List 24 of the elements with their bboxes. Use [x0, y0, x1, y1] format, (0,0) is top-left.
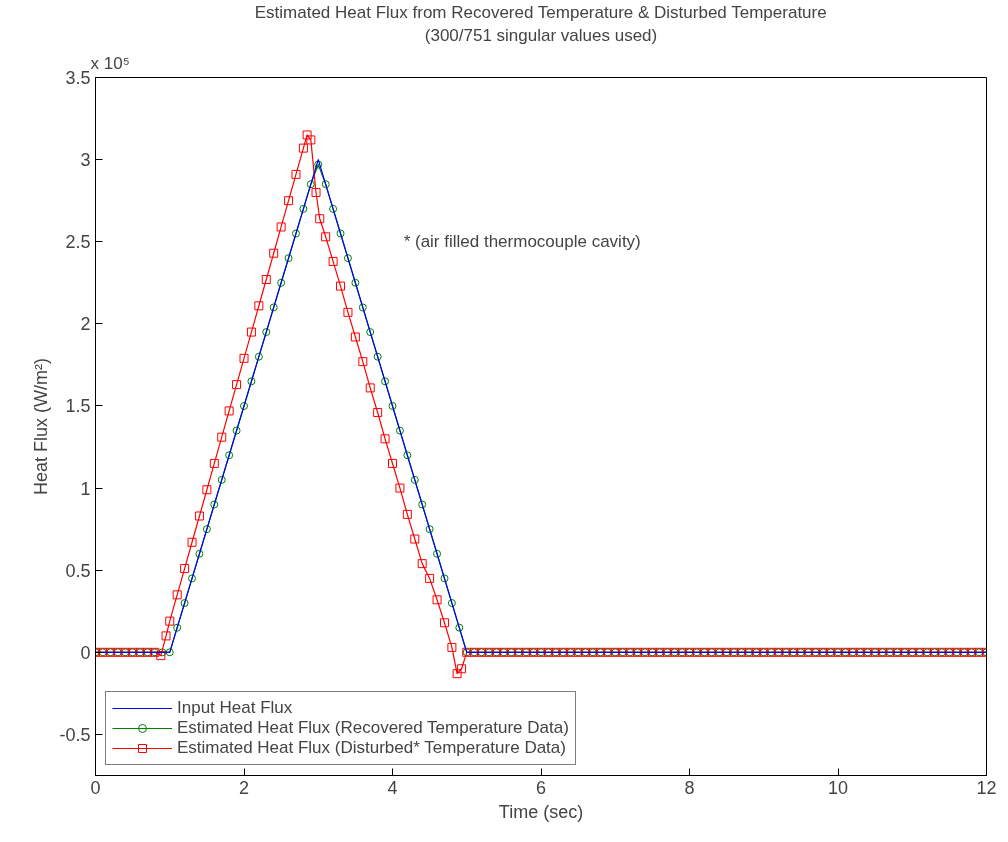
legend-label: Input Heat Flux [177, 698, 293, 718]
legend-label: Estimated Heat Flux (Disturbed* Temperature Data) [177, 738, 566, 758]
legend-label: Estimated Heat Flux (Recovered Temperature Data) [177, 718, 569, 738]
x-axis-title: Time (sec) [498, 801, 584, 822]
text: x 10⁵ [90, 53, 130, 73]
x-tick-label: 2 [238, 777, 250, 798]
annotation: * (air filled thermocouple cavity) [403, 232, 641, 252]
y-tick-label: 3.5 [65, 68, 91, 88]
y-tick-label: 0 [80, 642, 91, 663]
x-tick-label: 12 [976, 777, 997, 798]
y-tick-label: 2 [80, 314, 91, 335]
chart-subtitle: (300/751 singular values used) [424, 25, 658, 45]
chart-title: Estimated Heat Flux from Recovered Temperature & Disturbed Temperature [254, 2, 827, 22]
y-tick-label: 3 [80, 150, 91, 171]
x-tick-label: 6 [535, 777, 547, 798]
y-tick-label: 1 [80, 478, 91, 499]
x-tick-label: 8 [684, 777, 695, 798]
x-tick-label: 4 [387, 777, 398, 798]
x-tick-label: 10 [827, 777, 849, 798]
y-tick-label: -0.5 [59, 724, 91, 745]
y-axis-title: Heat Flux (W/m²) [31, 358, 52, 495]
y-tick-label: 2.5 [65, 232, 91, 253]
y-tick-label: 0.5 [65, 560, 91, 581]
y-tick-label: 1.5 [65, 396, 91, 417]
